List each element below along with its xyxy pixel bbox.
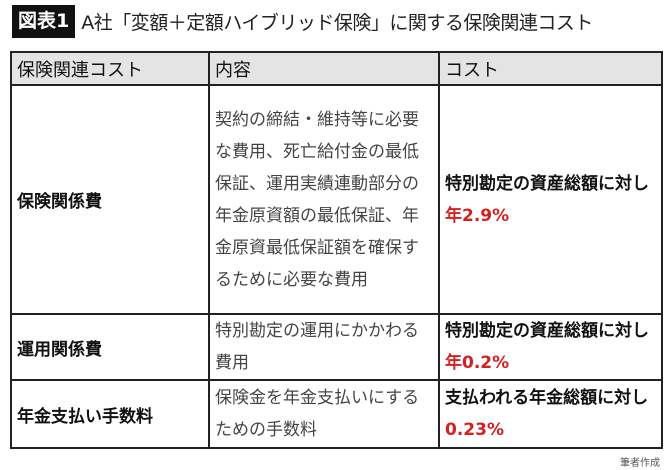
cost-prefix: 特別勘定の資産総額に対し	[445, 321, 649, 341]
cost-rate: 年2.9%	[445, 205, 510, 226]
cost-table: 保険関連コスト 内容 コスト 保険関係費 契約の締結・維持等に必要な費用、死亡給…	[10, 51, 663, 449]
cost-description: 契約の締結・維持等に必要な費用、死亡給付金の最低保証、運用実績連動部分の年金原資…	[208, 84, 440, 315]
column-header-cost-type: 保険関連コスト	[10, 51, 210, 86]
cost-rate: 0.23%	[445, 420, 504, 440]
figure-title: 図表1 A社「変額＋定額ハイブリッド保険」に関する保険関連コスト	[12, 5, 593, 38]
cost-value-cell: 支払われる年金総額に対し 0.23%	[438, 379, 663, 449]
table-row: 運用関係費 特別勘定の運用にかかわる費用 特別勘定の資産総額に対し年0.2%	[10, 313, 663, 381]
cost-prefix: 支払われる年金総額に対し	[445, 388, 649, 408]
table-row: 年金支払い手数料 保険金を年金支払いにするための手数料 支払われる年金総額に対し…	[10, 379, 663, 449]
figure-badge: 図表1	[12, 5, 76, 38]
column-header-cost: コスト	[438, 51, 663, 86]
cost-value-cell: 特別勘定の資産総額に対し年2.9%	[438, 84, 663, 315]
cost-description: 特別勘定の運用にかかわる費用	[208, 313, 440, 381]
table-header-row: 保険関連コスト 内容 コスト	[10, 51, 663, 86]
figure-title-text: A社「変額＋定額ハイブリッド保険」に関する保険関連コスト	[81, 12, 593, 34]
cost-name: 保険関係費	[10, 84, 210, 315]
source-note: 筆者作成	[620, 458, 660, 469]
cost-rate: 年0.2%	[445, 353, 510, 373]
cost-description: 保険金を年金支払いにするための手数料	[208, 379, 440, 449]
cost-name: 運用関係費	[10, 313, 210, 381]
column-header-content: 内容	[208, 51, 440, 86]
cost-prefix: 特別勘定の資産総額に対し	[445, 173, 649, 194]
cost-value-cell: 特別勘定の資産総額に対し年0.2%	[438, 313, 663, 381]
table-row: 保険関係費 契約の締結・維持等に必要な費用、死亡給付金の最低保証、運用実績連動部…	[10, 84, 663, 315]
cost-name: 年金支払い手数料	[10, 379, 210, 449]
